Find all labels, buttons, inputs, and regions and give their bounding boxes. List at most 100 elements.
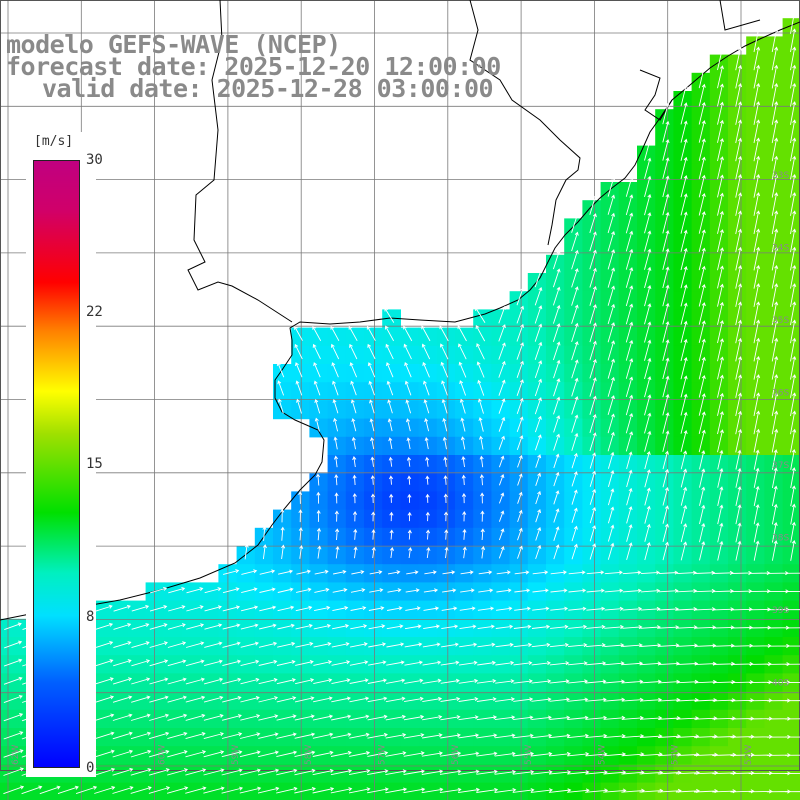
wind-arrow bbox=[771, 392, 779, 417]
wind-arrow bbox=[589, 194, 597, 215]
lat-label: 34S bbox=[772, 244, 789, 254]
wind-arrow bbox=[186, 623, 205, 630]
wind-arrow bbox=[388, 437, 393, 450]
wind-arrow bbox=[713, 570, 734, 575]
wind-arrow bbox=[607, 358, 616, 379]
wind-arrow bbox=[276, 714, 297, 721]
wind-arrow bbox=[640, 570, 660, 575]
wind-arrow bbox=[349, 343, 358, 360]
wind-arrow bbox=[204, 659, 223, 667]
wind-arrow bbox=[404, 642, 423, 648]
wind-arrow bbox=[350, 588, 366, 593]
wind-arrow bbox=[112, 749, 134, 758]
lat-label: 40S bbox=[772, 679, 789, 689]
wind-arrow bbox=[458, 696, 479, 702]
wind-arrow bbox=[589, 470, 597, 487]
wind-arrow bbox=[403, 714, 425, 721]
wind-arrow bbox=[771, 485, 778, 507]
wind-arrow bbox=[735, 486, 742, 506]
wind-arrow bbox=[475, 325, 486, 342]
lon-label: 62W bbox=[11, 745, 21, 765]
wind-arrow bbox=[222, 605, 241, 612]
lon-label: 60W bbox=[158, 745, 168, 765]
wind-arrow bbox=[386, 678, 406, 684]
wind-arrow bbox=[113, 622, 132, 630]
wind-arrow bbox=[753, 355, 761, 380]
wind-arrow bbox=[389, 511, 394, 522]
wind-arrow bbox=[531, 697, 552, 702]
wind-arrow bbox=[461, 474, 466, 486]
wind-arrow bbox=[276, 768, 298, 776]
wind-arrow bbox=[753, 264, 761, 289]
wind-arrow bbox=[221, 768, 243, 776]
wind-arrow bbox=[498, 379, 506, 396]
wind-arrow bbox=[421, 769, 444, 775]
wind-arrow bbox=[21, 785, 43, 795]
wind-arrow bbox=[459, 380, 467, 396]
wind-arrow bbox=[387, 399, 393, 414]
wind-arrow bbox=[387, 606, 403, 611]
wind-arrow bbox=[459, 398, 466, 414]
wind-arrow bbox=[735, 155, 743, 180]
lon-label: 54W bbox=[597, 745, 607, 765]
wind-arrow bbox=[532, 606, 550, 611]
wind-arrow bbox=[370, 437, 375, 450]
wind-arrow bbox=[316, 527, 322, 541]
wind-arrow bbox=[625, 176, 634, 197]
wind-arrow bbox=[549, 733, 571, 739]
wind-arrow bbox=[790, 192, 797, 216]
wind-arrow bbox=[771, 410, 779, 435]
wind-arrow bbox=[753, 319, 761, 344]
wind-arrow bbox=[94, 695, 115, 703]
wind-arrow bbox=[680, 468, 688, 488]
wind-arrow bbox=[294, 750, 316, 758]
wind-arrow bbox=[553, 508, 560, 523]
wind-arrow bbox=[735, 46, 743, 71]
wind-arrow bbox=[407, 493, 412, 503]
wind-arrow bbox=[622, 643, 643, 648]
wind-arrow bbox=[351, 570, 365, 575]
wind-arrow bbox=[790, 46, 797, 71]
wind-arrow bbox=[406, 456, 412, 467]
wind-arrow bbox=[349, 362, 358, 378]
wind-arrow bbox=[753, 504, 760, 525]
wind-arrow bbox=[571, 213, 579, 233]
wind-arrow bbox=[239, 732, 261, 739]
wind-arrow bbox=[698, 138, 706, 162]
wind-arrow bbox=[680, 193, 688, 216]
wind-arrow bbox=[550, 606, 569, 611]
wind-arrow bbox=[403, 787, 426, 794]
wind-arrow bbox=[626, 542, 633, 561]
wind-arrow bbox=[113, 604, 131, 612]
wind-arrow bbox=[131, 623, 150, 630]
wind-arrow bbox=[790, 539, 796, 561]
wind-arrow bbox=[403, 343, 412, 360]
wind-arrow bbox=[735, 522, 742, 543]
wind-arrow bbox=[4, 622, 22, 631]
wind-arrow bbox=[571, 471, 578, 487]
wind-arrow bbox=[312, 768, 334, 776]
wind-arrow bbox=[403, 325, 413, 342]
wind-arrow bbox=[498, 492, 505, 504]
wind-arrow bbox=[607, 524, 615, 542]
wind-arrow bbox=[388, 475, 394, 485]
wind-arrow bbox=[790, 82, 797, 107]
wind-arrow bbox=[753, 428, 761, 453]
wind-arrow bbox=[662, 230, 670, 252]
wind-arrow bbox=[370, 456, 375, 467]
wind-arrow bbox=[277, 605, 295, 612]
wind-arrow bbox=[112, 731, 133, 740]
wind-arrow bbox=[94, 731, 115, 740]
wind-arrow bbox=[589, 525, 597, 542]
wind-arrow bbox=[167, 695, 187, 703]
wind-arrow bbox=[717, 486, 724, 506]
wind-arrow bbox=[349, 660, 369, 666]
wind-arrow bbox=[421, 751, 443, 757]
wind-arrow bbox=[404, 660, 423, 666]
wind-arrow bbox=[753, 137, 761, 162]
wind-arrow bbox=[640, 588, 661, 593]
lat-label: 36S bbox=[772, 389, 789, 399]
wind-arrow bbox=[512, 733, 534, 739]
wind-arrow bbox=[352, 474, 357, 486]
wind-arrow bbox=[404, 380, 412, 396]
